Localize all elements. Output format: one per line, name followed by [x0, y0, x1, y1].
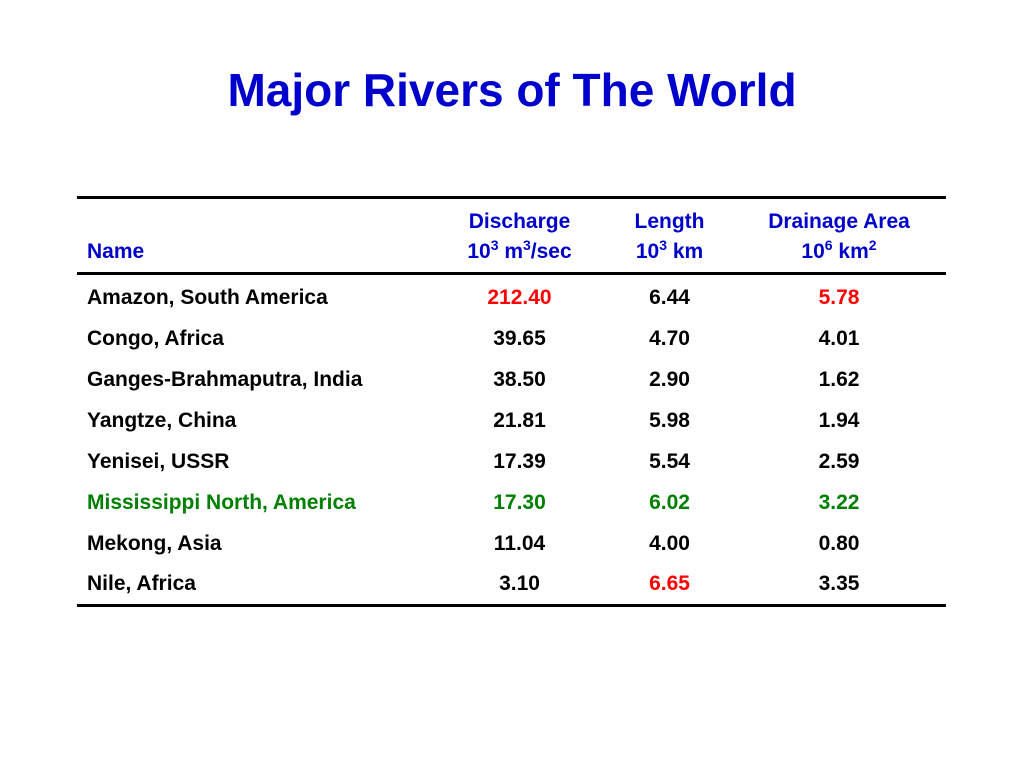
- discharge-cell: 17.30: [493, 490, 546, 514]
- table-row: Mekong, Asia 11.04 4.00 0.80: [77, 523, 946, 564]
- header-discharge-base: 10: [467, 240, 491, 263]
- header-length-line2: 103 km: [607, 237, 732, 267]
- river-name-cell: Nile, Africa: [87, 572, 196, 595]
- discharge-cell: 212.40: [487, 285, 552, 309]
- header-discharge-sup2: 3: [523, 237, 531, 253]
- header-discharge-line2: 103 m3/sec: [432, 237, 607, 267]
- rivers-table: Name Discharge 103 m3/sec Length 103 km …: [77, 196, 946, 607]
- river-name-cell: Ganges-Brahmaputra, India: [87, 367, 363, 391]
- river-name-cell: Yangtze, China: [87, 408, 237, 432]
- drainage-cell: 4.01: [818, 326, 860, 350]
- length-cell: 5.54: [649, 449, 690, 473]
- header-name-line2: Name: [87, 240, 145, 263]
- slide-title: Major Rivers of The World: [227, 64, 797, 116]
- discharge-cell: 11.04: [493, 531, 546, 555]
- drainage-cell: 0.80: [818, 531, 860, 555]
- table-row: Yangtze, China 21.81 5.98 1.94: [77, 400, 946, 441]
- header-drainage-line2: 106 km2: [732, 237, 946, 267]
- header-length-base: 10: [635, 240, 660, 263]
- length-cell: 4.70: [649, 326, 690, 350]
- header-discharge: Discharge 103 m3/sec: [432, 198, 607, 274]
- discharge-cell: 38.50: [493, 367, 546, 391]
- drainage-cell: 5.78: [818, 285, 860, 309]
- header-length-tail: km: [666, 240, 704, 263]
- river-name-cell: Yenisei, USSR: [87, 449, 230, 473]
- header-name: Name: [77, 198, 432, 274]
- header-drainage: Drainage Area 106 km2: [732, 198, 946, 274]
- drainage-cell: 1.62: [818, 367, 860, 391]
- river-name-cell: Mekong, Asia: [87, 531, 222, 555]
- river-name-cell: Congo, Africa: [87, 326, 224, 350]
- table-header: Name Discharge 103 m3/sec Length 103 km …: [77, 197, 946, 274]
- length-cell: 6.65: [649, 572, 690, 595]
- header-discharge-mid: m: [498, 240, 523, 263]
- header-discharge-line1: Discharge: [468, 210, 571, 233]
- header-drainage-mid: km: [832, 240, 869, 263]
- table-row: Amazon, South America 212.40 6.44 5.78: [77, 274, 946, 319]
- discharge-cell: 39.65: [493, 326, 546, 350]
- table-row: Congo, Africa 39.65 4.70 4.01: [77, 318, 946, 359]
- header-length-line1: Length: [634, 210, 705, 233]
- length-cell: 5.98: [649, 408, 690, 432]
- header-row: Name Discharge 103 m3/sec Length 103 km …: [77, 197, 946, 274]
- header-discharge-sup: 3: [490, 237, 499, 253]
- header-drainage-line1: Drainage Area: [768, 210, 910, 233]
- header-length: Length 103 km: [607, 198, 732, 274]
- header-drainage-base: 10: [801, 240, 825, 263]
- river-name-cell: Amazon, South America: [87, 285, 328, 309]
- table-row: Nile, Africa 3.10 6.65 3.35: [77, 564, 946, 606]
- table-row: Yenisei, USSR 17.39 5.54 2.59: [77, 441, 946, 482]
- drainage-cell: 3.35: [818, 572, 860, 595]
- header-drainage-sup2: 2: [868, 237, 877, 253]
- drainage-cell: 2.59: [818, 449, 860, 473]
- rivers-table-container: Name Discharge 103 m3/sec Length 103 km …: [77, 196, 946, 607]
- length-cell: 4.00: [649, 531, 690, 555]
- discharge-cell: 21.81: [493, 408, 546, 432]
- table-body: Amazon, South America 212.40 6.44 5.78 C…: [77, 274, 946, 606]
- discharge-cell: 17.39: [493, 449, 546, 473]
- river-name-cell: Mississippi North, America: [87, 490, 356, 514]
- discharge-cell: 3.10: [499, 572, 540, 595]
- drainage-cell: 3.22: [818, 490, 860, 514]
- header-discharge-tail: /sec: [530, 240, 572, 263]
- length-cell: 2.90: [649, 367, 690, 391]
- table-row: Ganges-Brahmaputra, India 38.50 2.90 1.6…: [77, 359, 946, 400]
- header-drainage-sup: 6: [824, 237, 833, 253]
- length-cell: 6.02: [649, 490, 690, 514]
- length-cell: 6.44: [649, 285, 690, 309]
- header-length-sup: 3: [659, 237, 667, 253]
- drainage-cell: 1.94: [818, 408, 860, 432]
- table-row: Mississippi North, America 17.30 6.02 3.…: [77, 482, 946, 523]
